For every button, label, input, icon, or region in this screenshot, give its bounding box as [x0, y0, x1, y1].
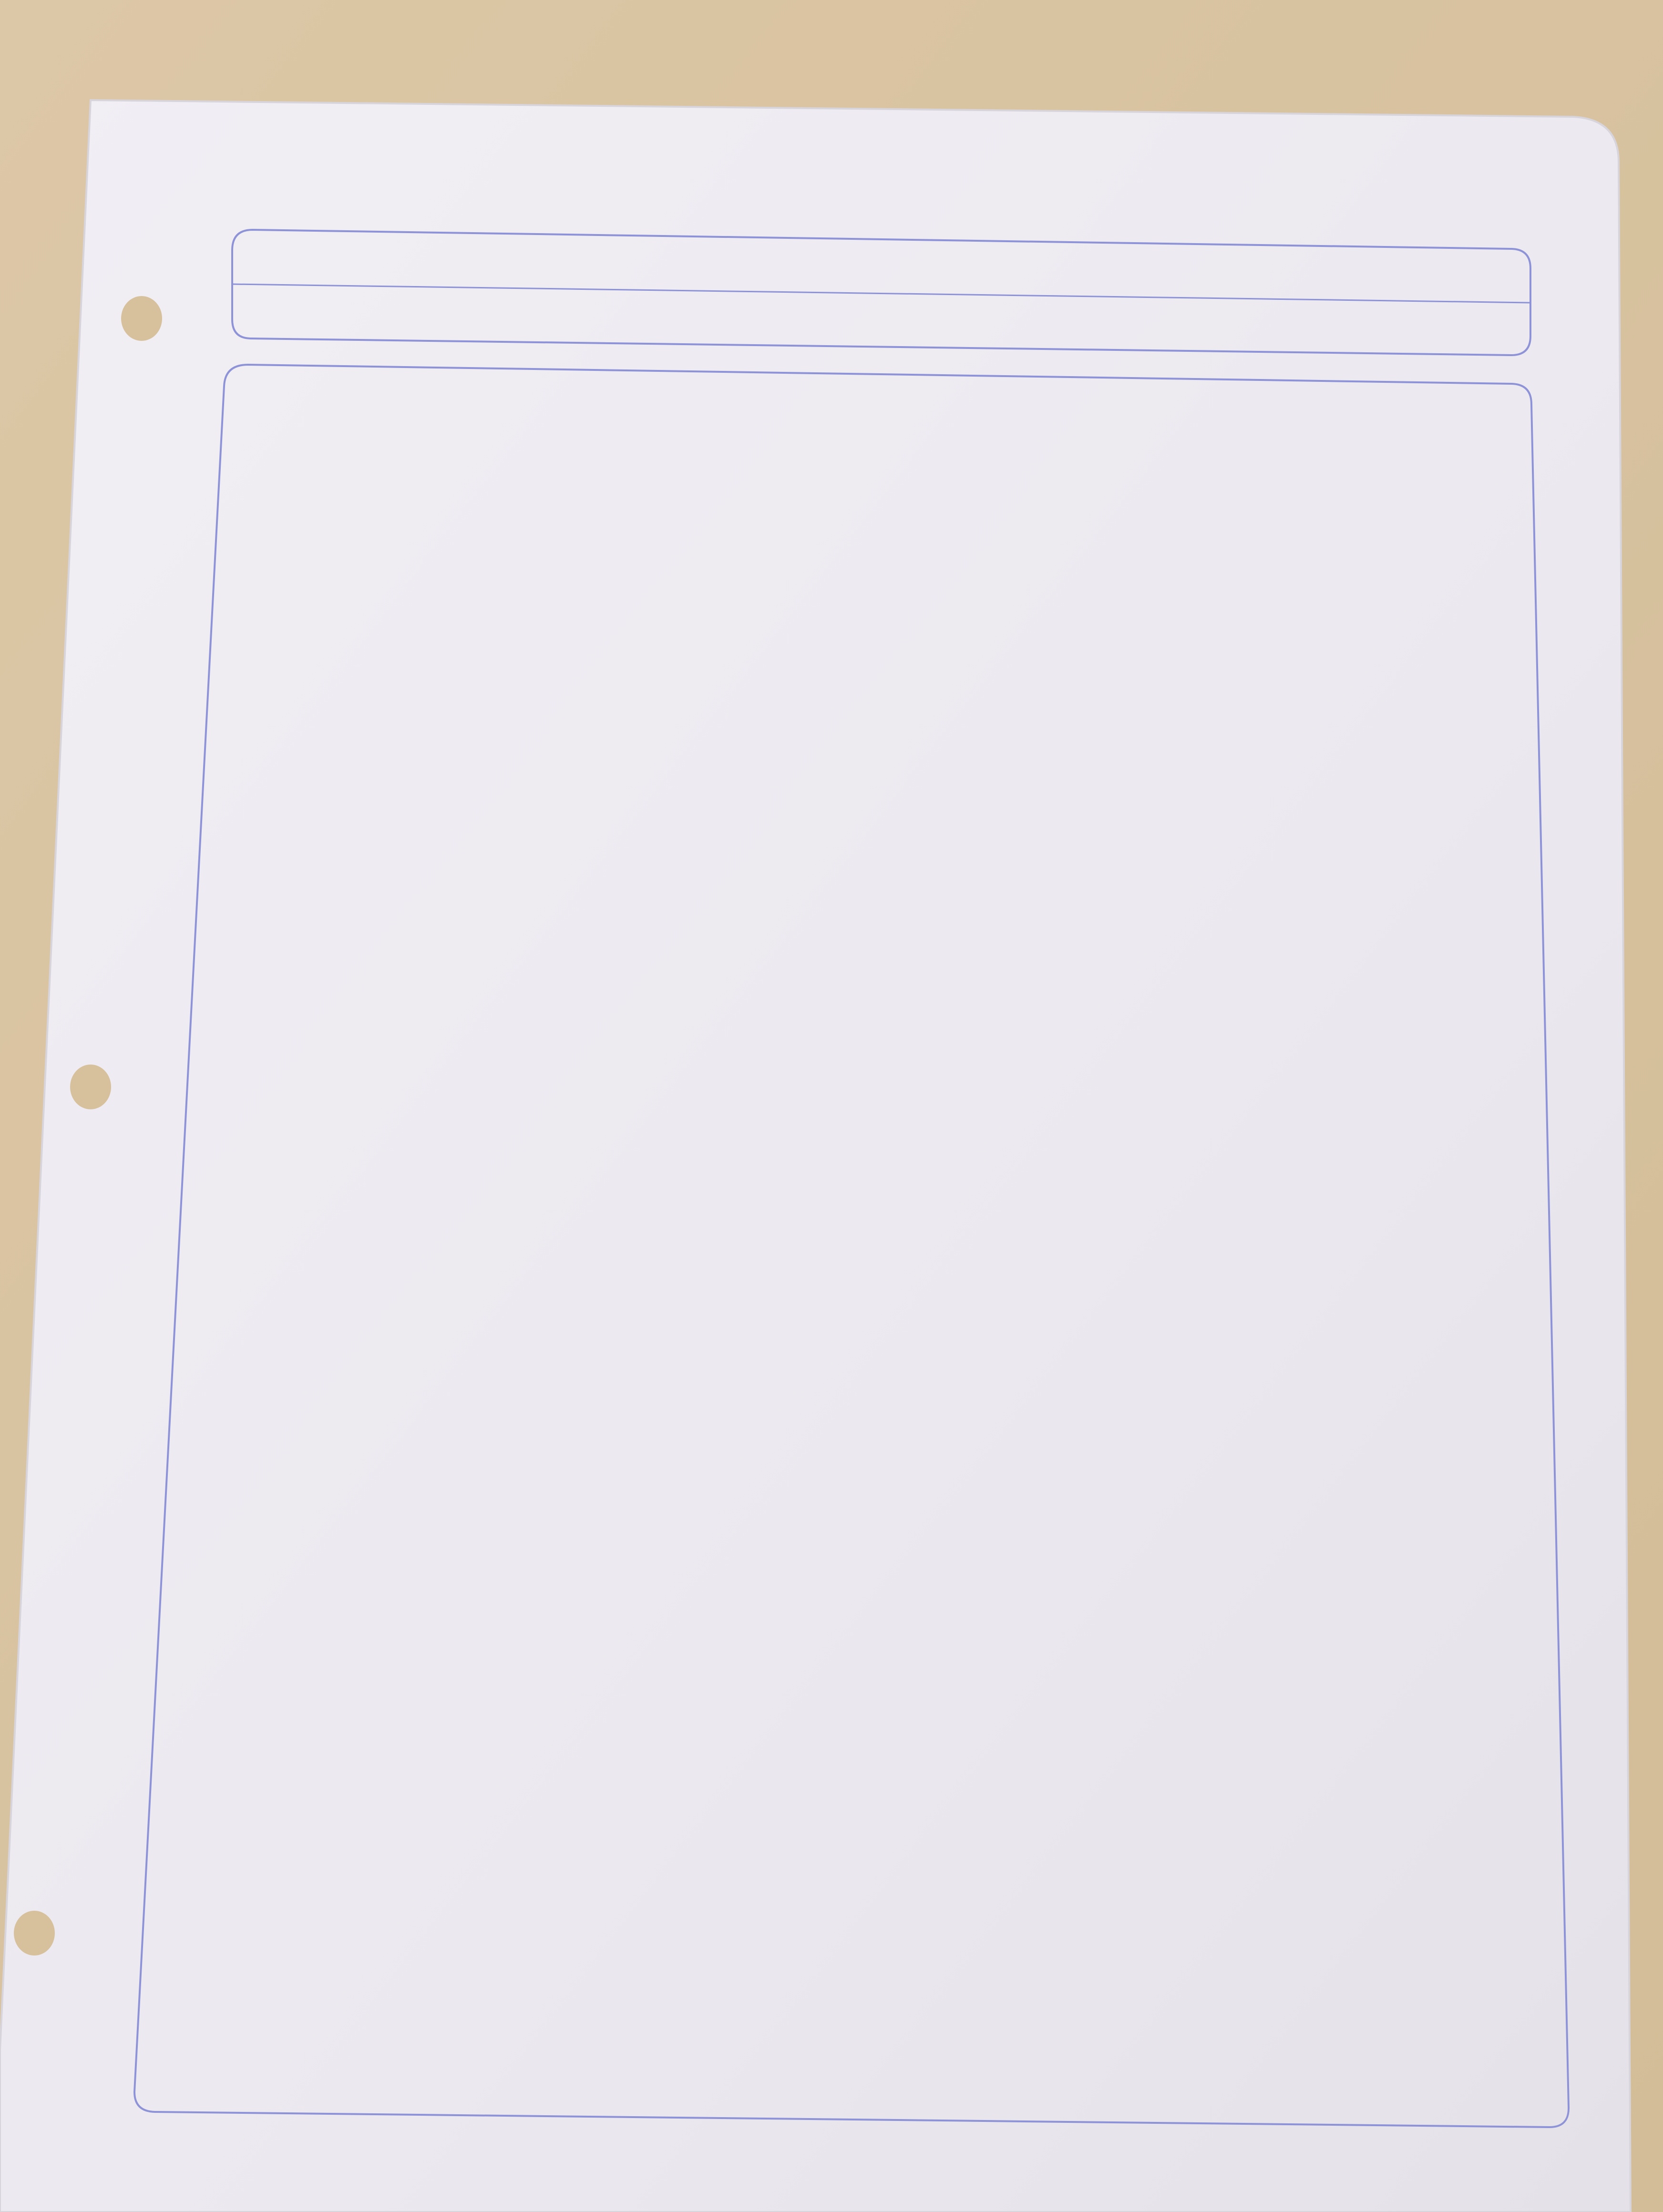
punch-holes [14, 296, 162, 1956]
punch-hole-middle [70, 1065, 111, 1109]
punch-hole-bottom [14, 1911, 55, 1956]
writing-area-frame [133, 363, 1570, 2129]
paper-sheet [0, 99, 1632, 2212]
punch-hole-top [121, 296, 162, 341]
header-ruling [232, 283, 1531, 304]
header-box [231, 228, 1531, 357]
